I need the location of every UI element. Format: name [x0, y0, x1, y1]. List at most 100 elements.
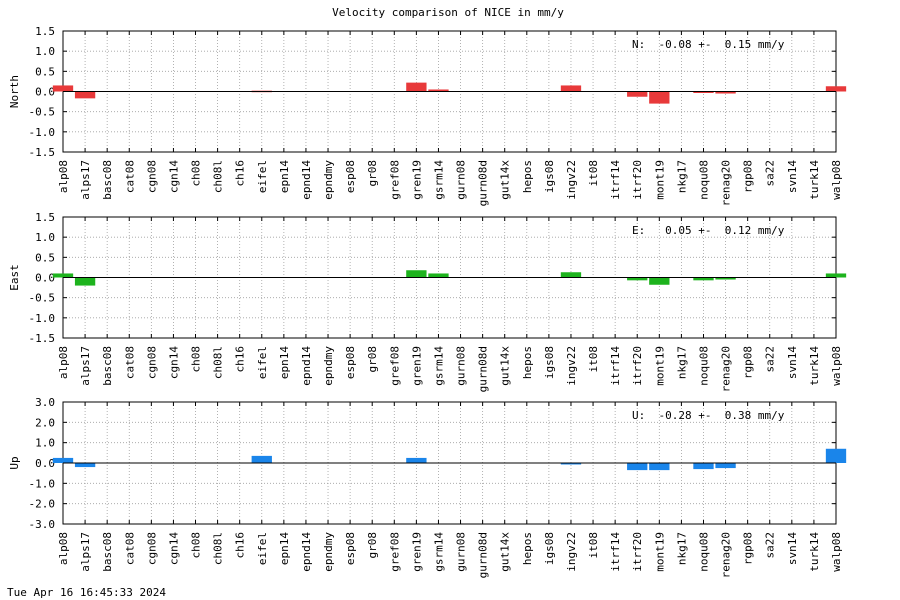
x-tick-label: nkg17 [675, 532, 688, 565]
x-tick-label: mont19 [653, 346, 666, 386]
x-tick-label: gren19 [410, 346, 423, 386]
y-tick-label: 0.0 [35, 272, 55, 285]
x-tick-label: walp08 [830, 346, 843, 386]
y-tick-label: 1.5 [35, 211, 55, 224]
x-tick-label: esp08 [344, 532, 357, 565]
x-tick-label: itrf20 [631, 532, 644, 572]
bar-alp08 [52, 273, 74, 278]
x-tick-label: gut14x [499, 532, 512, 572]
bar-ingv22 [560, 463, 582, 465]
y-tick-label: 1.0 [35, 437, 55, 450]
x-tick-label: gr08 [366, 346, 379, 373]
x-tick-label: cgn14 [167, 532, 180, 565]
x-tick-label: basc08 [101, 532, 114, 572]
x-tick-label: basc08 [101, 160, 114, 200]
x-tick-label: gr08 [366, 532, 379, 559]
y-tick-label: -2.0 [29, 498, 56, 511]
stats-annotation: N: -0.08 +- 0.15 mm/y [632, 38, 785, 51]
timestamp-footer: Tue Apr 16 16:45:33 2024 [7, 586, 166, 599]
x-tick-label: ch08 [190, 160, 203, 187]
x-tick-label: gref08 [388, 160, 401, 200]
bar-alps17 [74, 277, 96, 286]
bar-gsrm14 [428, 89, 449, 92]
x-tick-label: turk14 [808, 346, 821, 386]
y-tick-label: 2.0 [35, 416, 55, 429]
y-tick-label: 1.5 [35, 25, 55, 38]
x-tick-label: ingv22 [565, 346, 578, 386]
x-tick-label: ingv22 [565, 532, 578, 572]
x-tick-label: mont19 [653, 532, 666, 572]
chart-title: Velocity comparison of NICE in mm/y [332, 6, 564, 19]
x-tick-label: walp08 [830, 532, 843, 572]
x-tick-label: epndmy [322, 160, 335, 200]
x-tick-label: itrf14 [609, 160, 622, 200]
bar-gren19 [406, 82, 427, 92]
x-tick-label: ingv22 [565, 160, 578, 200]
x-tick-label: eifel [256, 532, 269, 565]
x-tick-label: cgn14 [167, 346, 180, 379]
bar-itrf20 [627, 91, 648, 97]
x-tick-label: ch08l [212, 346, 225, 379]
x-tick-label: epnd14 [300, 532, 313, 572]
x-tick-label: svn14 [786, 532, 799, 565]
bar-gsrm14 [428, 273, 449, 278]
x-tick-label: sa22 [764, 532, 777, 559]
x-tick-label: rgp08 [742, 532, 755, 565]
y-axis-label: Up [8, 456, 21, 469]
y-tick-label: -0.5 [29, 106, 56, 119]
y-tick-label: -0.5 [29, 292, 56, 305]
x-tick-label: sa22 [764, 160, 777, 187]
x-tick-label: esp08 [344, 160, 357, 193]
bar-gren19 [406, 457, 427, 463]
x-tick-label: epnd14 [300, 160, 313, 200]
x-tick-label: epndmy [322, 532, 335, 572]
x-tick-label: noqu08 [697, 532, 710, 572]
x-tick-label: itrf14 [609, 532, 622, 572]
x-tick-label: mont19 [653, 160, 666, 200]
x-tick-label: cat08 [123, 532, 136, 565]
x-tick-label: it08 [587, 346, 600, 373]
x-tick-label: ch16 [234, 160, 247, 187]
x-tick-label: basc08 [101, 346, 114, 386]
bar-eifel [251, 455, 272, 463]
x-tick-label: svn14 [786, 346, 799, 379]
x-tick-label: gurn08 [455, 532, 468, 572]
bar-noqu08 [693, 463, 714, 470]
x-tick-label: gren19 [410, 160, 423, 200]
x-tick-label: epnd14 [300, 346, 313, 386]
bar-ingv22 [560, 272, 582, 278]
x-tick-label: nkg17 [675, 346, 688, 379]
x-tick-label: gut14x [499, 346, 512, 386]
x-tick-label: ch08l [212, 160, 225, 193]
y-tick-label: 3.0 [35, 396, 55, 409]
bar-ingv22 [560, 85, 582, 92]
y-tick-label: 0.5 [35, 251, 55, 264]
bar-renag20 [715, 277, 736, 280]
x-tick-label: nkg17 [675, 160, 688, 193]
bar-itrf20 [627, 277, 648, 281]
x-tick-label: renag20 [720, 160, 733, 206]
x-tick-label: alps17 [79, 532, 92, 572]
x-tick-label: igs08 [543, 346, 556, 379]
x-tick-label: cat08 [123, 160, 136, 193]
x-tick-label: noqu08 [697, 346, 710, 386]
bar-renag20 [715, 91, 736, 94]
bar-renag20 [715, 463, 736, 469]
x-tick-label: alp08 [57, 160, 70, 193]
x-tick-label: hepos [521, 160, 534, 193]
x-tick-label: cgn08 [145, 346, 158, 379]
y-tick-label: -1.0 [29, 477, 56, 490]
x-tick-label: epn14 [278, 346, 291, 379]
x-tick-label: walp08 [830, 160, 843, 200]
x-tick-label: epn14 [278, 532, 291, 565]
x-tick-label: turk14 [808, 160, 821, 200]
y-tick-label: 0.0 [35, 86, 55, 99]
y-tick-label: 1.0 [35, 45, 55, 58]
x-tick-label: itrf20 [631, 346, 644, 386]
x-tick-label: cat08 [123, 346, 136, 379]
x-tick-label: alp08 [57, 346, 70, 379]
x-tick-label: rgp08 [742, 346, 755, 379]
x-tick-label: epn14 [278, 160, 291, 193]
x-tick-label: eifel [256, 160, 269, 193]
bar-walp08 [825, 448, 847, 463]
